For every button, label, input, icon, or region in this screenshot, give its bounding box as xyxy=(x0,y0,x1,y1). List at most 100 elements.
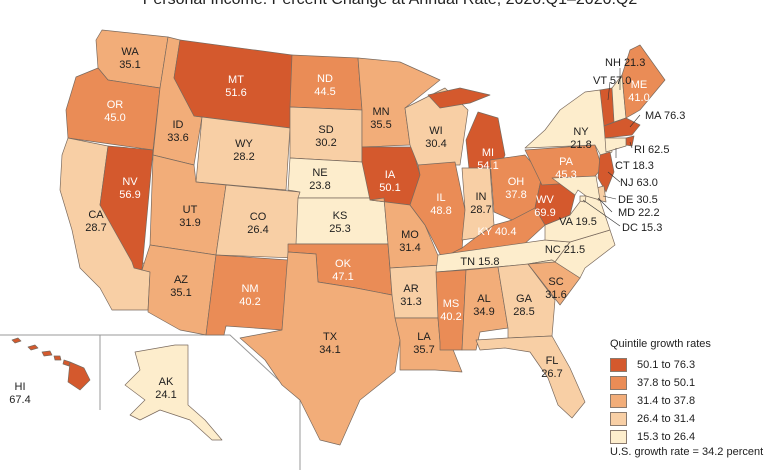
state-fl xyxy=(475,335,586,419)
state-label-mt: MT 51.6 xyxy=(225,74,246,99)
state-abbr: WA xyxy=(121,46,139,58)
state-label-sc: SC 31.6 xyxy=(545,276,566,301)
state-abbr: TX xyxy=(323,331,338,343)
state-label-ri: RI 62.5 xyxy=(634,144,669,156)
state-abbr: ND xyxy=(317,73,333,85)
state-label-ia: IA 50.1 xyxy=(379,169,400,194)
state-label-ny: NY 21.8 xyxy=(570,126,591,151)
state-label-nd: ND 44.5 xyxy=(314,73,335,98)
state-label-de: DE 30.5 xyxy=(618,194,658,206)
state-label-nv: NV 56.9 xyxy=(119,176,140,201)
state-label-wv: WV 69.9 xyxy=(534,194,555,219)
state-label-tx: TX 34.1 xyxy=(319,331,340,356)
state-value: 34.9 xyxy=(473,306,494,318)
state-value: 28.2 xyxy=(233,151,254,163)
legend-item: 50.1 to 76.3 xyxy=(610,356,711,374)
state-ak xyxy=(124,344,223,441)
state-value: 51.6 xyxy=(225,87,246,99)
state-abbr: PA xyxy=(559,156,574,168)
legend-label: 37.8 to 50.1 xyxy=(637,377,696,389)
state-abbr: KS xyxy=(333,210,348,222)
state-value: 21.8 xyxy=(570,139,591,151)
state-value: 30.2 xyxy=(315,137,336,149)
state-label-ks: KS 25.3 xyxy=(329,210,350,235)
state-label-mi: MI 54.1 xyxy=(477,147,498,172)
state-label-ak: AK 24.1 xyxy=(155,376,176,401)
state-ri xyxy=(625,135,635,147)
state-value: 31.3 xyxy=(400,296,421,308)
legend-swatch xyxy=(610,394,627,408)
state-abbr: AR xyxy=(403,283,418,295)
state-value: 56.9 xyxy=(119,189,140,201)
state-value: 54.1 xyxy=(477,160,498,172)
state-label-ut: UT 31.9 xyxy=(179,204,200,229)
state-abbr: MO xyxy=(401,229,419,241)
state-abbr: CO xyxy=(250,211,267,223)
state-value: 26.7 xyxy=(541,368,562,380)
state-nv xyxy=(99,145,154,271)
state-label-hi: HI 67.4 xyxy=(9,381,30,406)
state-value: 28.7 xyxy=(85,222,106,234)
legend-swatch xyxy=(610,430,627,444)
state-label-co: CO 26.4 xyxy=(247,211,268,236)
state-abbr: WV xyxy=(536,194,554,206)
state-label-nj: NJ 63.0 xyxy=(620,177,658,189)
state-value: 28.7 xyxy=(470,204,491,216)
state-abbr: MS xyxy=(443,298,460,310)
state-ma xyxy=(603,117,641,139)
state-label-mn: MN 35.5 xyxy=(370,106,391,131)
state-label-ar: AR 31.3 xyxy=(400,283,421,308)
state-abbr: MI xyxy=(482,147,494,159)
state-tx xyxy=(239,251,401,446)
legend-label: 50.1 to 76.3 xyxy=(637,359,696,371)
state-label-wa: WA 35.1 xyxy=(119,46,140,71)
state-abbr: ME xyxy=(631,79,648,91)
state-abbr: OH xyxy=(508,176,525,188)
state-value: 30.4 xyxy=(425,138,446,150)
state-value: 24.1 xyxy=(155,389,176,401)
state-label-wy: WY 28.2 xyxy=(233,138,254,163)
legend-swatch xyxy=(610,358,627,372)
state-value: 45.0 xyxy=(104,112,125,124)
state-hi xyxy=(11,337,91,391)
state-label-ga: GA 28.5 xyxy=(513,293,534,318)
state-abbr: AZ xyxy=(174,274,188,286)
state-abbr: AL xyxy=(477,293,490,305)
state-value: 35.1 xyxy=(170,287,191,299)
state-abbr: OR xyxy=(107,99,124,111)
state-dc xyxy=(579,195,587,203)
state-value: 37.8 xyxy=(505,189,526,201)
state-abbr: SC xyxy=(548,276,563,288)
state-label-ma: MA 76.3 xyxy=(645,110,685,122)
inset-frame xyxy=(0,334,301,470)
state-abbr: IA xyxy=(385,169,396,181)
state-abbr: HI xyxy=(15,381,26,393)
state-value: 40.2 xyxy=(440,311,461,323)
state-abbr: CA xyxy=(88,209,104,221)
state-label-az: AZ 35.1 xyxy=(170,274,191,299)
state-label-mo: MO 31.4 xyxy=(399,229,420,254)
state-label-tn: TN 15.8 xyxy=(460,256,499,268)
state-value: 31.9 xyxy=(179,217,200,229)
state-label-md: MD 22.2 xyxy=(618,207,660,219)
state-label-nm: NM 40.2 xyxy=(239,283,260,308)
state-label-wi: WI 30.4 xyxy=(425,125,446,150)
state-value: 35.7 xyxy=(413,344,434,356)
state-abbr: ID xyxy=(173,119,184,131)
state-label-ok: OK 47.1 xyxy=(332,258,353,283)
state-value: 48.8 xyxy=(430,205,451,217)
state-value: 31.6 xyxy=(545,289,566,301)
state-abbr: SD xyxy=(318,124,333,136)
state-label-ne: NE 23.8 xyxy=(309,167,330,192)
state-value: 28.5 xyxy=(513,306,534,318)
state-nj xyxy=(597,151,615,193)
state-label-in: IN 28.7 xyxy=(470,191,491,216)
state-label-al: AL 34.9 xyxy=(473,293,494,318)
legend-label: 15.3 to 26.4 xyxy=(637,431,696,443)
state-ms xyxy=(435,269,467,351)
legend-item: 31.4 to 37.8 xyxy=(610,392,711,410)
state-value: 44.5 xyxy=(314,86,335,98)
state-label-il: IL 48.8 xyxy=(430,192,451,217)
state-abbr: NM xyxy=(241,283,258,295)
state-value: 69.9 xyxy=(534,207,555,219)
